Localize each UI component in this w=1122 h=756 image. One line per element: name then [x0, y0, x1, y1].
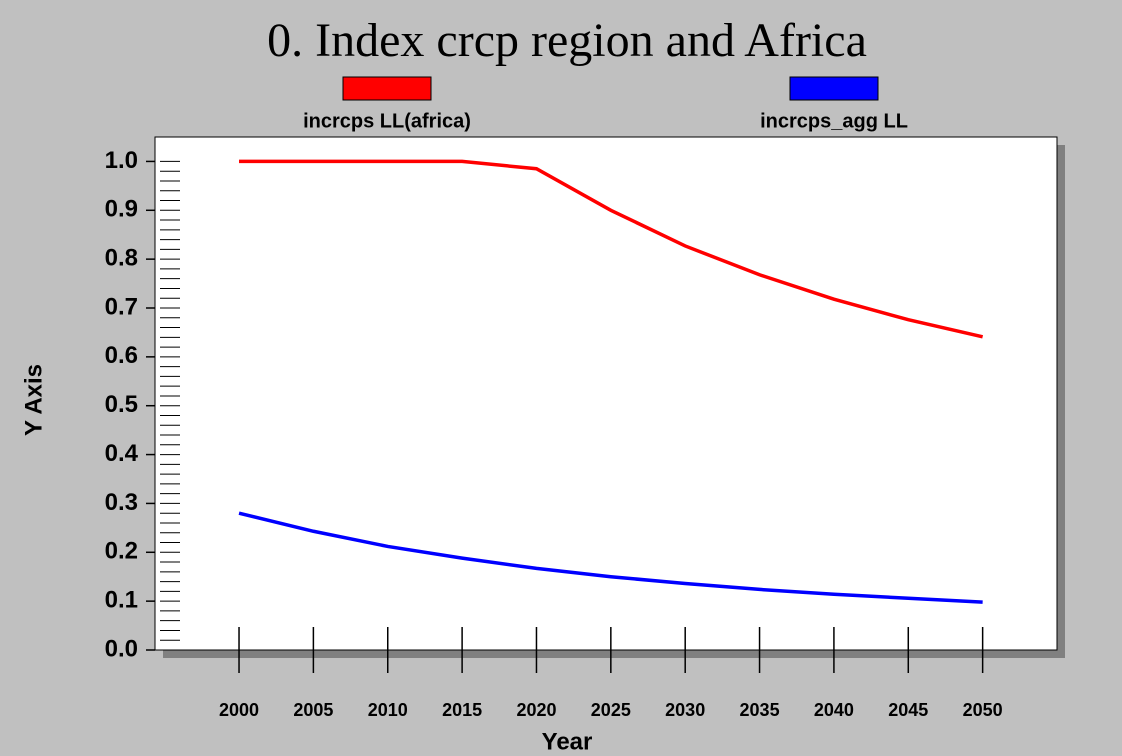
series-line: [239, 159, 984, 339]
x-tick-label: 2030: [665, 700, 705, 720]
x-tick-label: 2000: [219, 700, 259, 720]
x-tick-label: 2010: [368, 700, 408, 720]
x-tick-label: 2050: [963, 700, 1003, 720]
x-axis-label: Year: [542, 728, 593, 755]
x-tick-label: 2025: [591, 700, 631, 720]
y-tick-label: 0.1: [105, 586, 138, 613]
x-tick-label: 2035: [740, 700, 780, 720]
y-tick-label: 1.0: [105, 147, 138, 174]
y-tick-label: 0.5: [105, 391, 138, 418]
y-tick-label: 0.3: [105, 489, 138, 516]
legend-swatch: [342, 76, 432, 101]
y-tick-label: 0.9: [105, 196, 138, 223]
x-tick-label: 2020: [516, 700, 556, 720]
series-line: [238, 511, 983, 604]
y-tick-label: 0.7: [105, 293, 138, 320]
x-tick-label: 2015: [442, 700, 482, 720]
y-tick-label: 0.0: [105, 635, 138, 662]
x-tick-label: 2005: [293, 700, 333, 720]
legend-label: incrcps_agg LL: [760, 110, 908, 132]
legend-label: incrcps LL(africa): [303, 110, 471, 132]
x-tick-label: 2045: [888, 700, 928, 720]
y-axis-label: Y Axis: [20, 364, 47, 436]
legend-swatch: [789, 76, 879, 101]
chart-title: 0. Index crcp region and Africa: [267, 14, 867, 67]
x-tick-label: 2040: [814, 700, 854, 720]
plot-area: [154, 136, 1058, 651]
y-tick-label: 0.8: [105, 244, 138, 271]
y-tick-label: 0.2: [105, 538, 138, 565]
y-tick-label: 0.6: [105, 342, 138, 369]
y-tick-label: 0.4: [105, 440, 139, 467]
